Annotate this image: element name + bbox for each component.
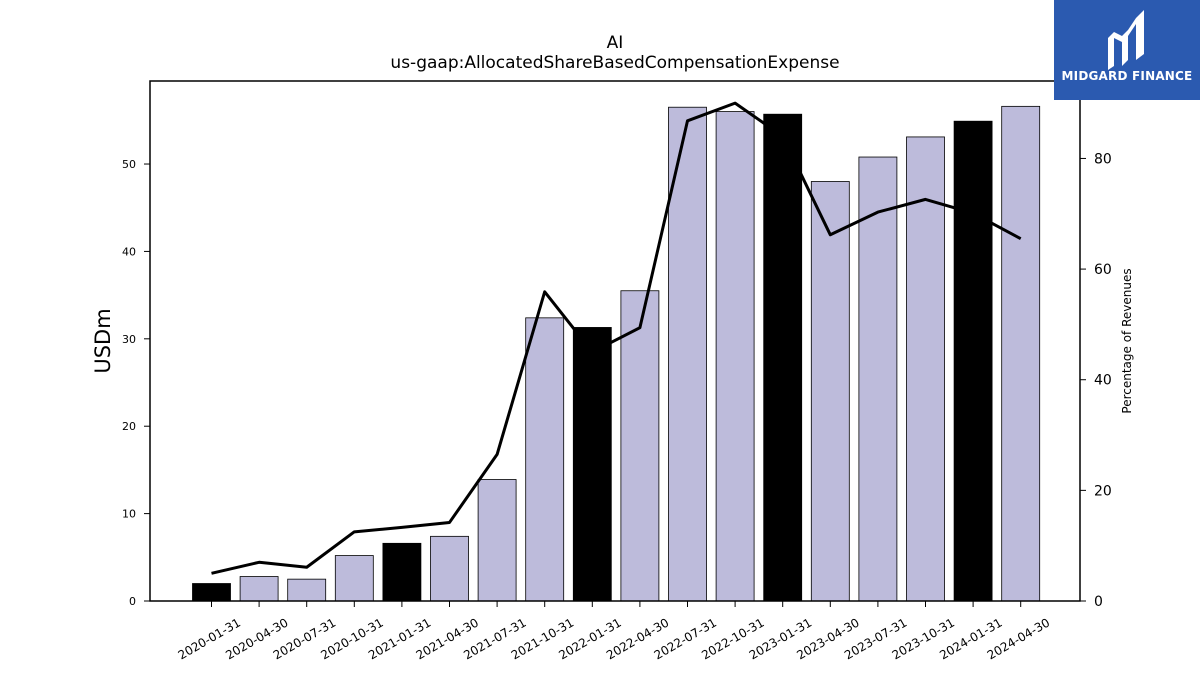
plot-frame: [149, 80, 1081, 602]
bar: [858, 156, 898, 602]
bars-group: [192, 105, 1041, 602]
y-tick-label: 0: [129, 595, 136, 608]
bar: [525, 317, 565, 602]
y-tick-label: 30: [122, 333, 136, 346]
y2-tick-label: 20: [1094, 483, 1112, 499]
bar: [572, 327, 612, 602]
bar: [763, 113, 803, 602]
chart-subtitle: us-gaap:AllocatedShareBasedCompensationE…: [390, 53, 839, 73]
bar: [477, 479, 517, 602]
y-axis: 0 10 20 30 40 50: [122, 158, 150, 608]
bar: [620, 290, 660, 602]
bar: [953, 120, 993, 602]
y-axis-label: USDm: [91, 308, 115, 373]
y2-tick-label: 80: [1094, 151, 1112, 167]
bar: [430, 535, 469, 602]
line-group: [211, 101, 1022, 575]
bar: [810, 181, 850, 602]
midgard-finance-logo: MIDGARD FINANCE: [1054, 0, 1200, 100]
y-tick-label: 40: [122, 245, 136, 258]
bar: [1001, 105, 1041, 602]
y2-axis: 0 20 40 60 80: [1080, 151, 1112, 610]
y-tick-label: 20: [122, 420, 136, 433]
bar: [906, 136, 945, 602]
bar: [239, 576, 279, 602]
bar: [715, 111, 755, 602]
midgard-logo-mark-icon: [1108, 10, 1144, 70]
bar: [287, 578, 327, 602]
x-axis: 2020-01-312020-04-302020-07-312020-10-31…: [176, 601, 1052, 662]
bar: [668, 106, 707, 602]
bar: [192, 583, 231, 602]
bar: [334, 555, 374, 602]
y-tick-label: 50: [122, 158, 136, 171]
logo-text: MIDGARD FINANCE: [1061, 69, 1193, 83]
y2-tick-label: 60: [1094, 262, 1112, 278]
y2-tick-label: 40: [1094, 373, 1112, 389]
percentage-line: [211, 101, 1022, 575]
y2-tick-label: 0: [1094, 594, 1103, 610]
y-tick-label: 10: [122, 508, 136, 521]
chart-title: AI: [607, 33, 624, 53]
y2-axis-label: Percentage of Revenues: [1120, 268, 1134, 413]
bar: [382, 542, 422, 602]
